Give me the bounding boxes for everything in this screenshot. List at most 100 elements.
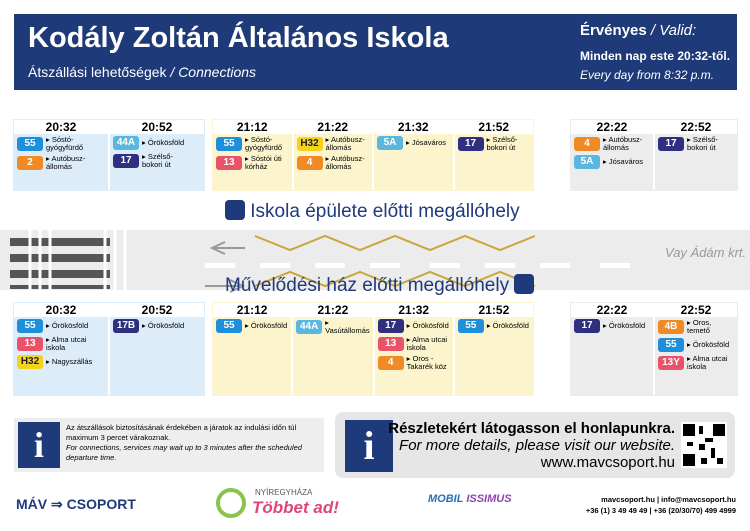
info-text: Az átszállások biztosításának érdekében … <box>66 423 316 463</box>
route-badge: 55 <box>216 137 242 151</box>
route-entry: 13YAlma utcai iskola <box>658 355 734 371</box>
route-badge: 13 <box>216 156 242 170</box>
qr-code <box>681 422 727 468</box>
info-icon: i <box>18 422 60 468</box>
departure-time: 20:52 <box>110 303 204 317</box>
route-badge: H32 <box>296 137 323 151</box>
entries: 55Örökösföld <box>213 317 292 395</box>
info-right-url[interactable]: www.mavcsoport.hu <box>540 454 675 471</box>
entries: 17Örökösföld <box>571 317 653 395</box>
destination: Nagyszállás <box>46 358 92 366</box>
route-entry: H32Autóbusz- állomás <box>296 136 370 152</box>
destination: Örökösföld <box>687 341 729 349</box>
time-column: 22:224Autóbusz- állomás5AJósaváros <box>571 120 653 190</box>
lane-marks <box>205 263 630 268</box>
time-column: 21:1255Sóstó- gyógyfürdő13Sóstói úti kór… <box>213 120 292 190</box>
route-badge: 5A <box>377 136 403 150</box>
header: Kodály Zoltán Általános Iskola Átszállás… <box>14 14 737 90</box>
departure-time: 21:22 <box>293 303 373 317</box>
entries: 44AÖrökösföld 17Szélső- bokori út <box>110 134 204 190</box>
route-entry: 17Szélső- bokori út <box>457 136 531 152</box>
entries: 55Sóstó- gyógyfürdő2Autóbusz- állomás <box>14 134 108 190</box>
route-entry: 55Sóstó- gyógyfürdő <box>17 136 105 152</box>
route-badge: 17 <box>574 319 600 333</box>
route-badge: 55 <box>17 319 43 333</box>
destination: Sóstó- gyógyfürdő <box>245 136 282 152</box>
route-badge: 5A <box>574 155 600 169</box>
info-en: For connections, services may wait up to… <box>66 443 302 462</box>
route-entry: 44AVasútállomás <box>296 319 370 335</box>
entries: 17BÖrökösföld <box>110 317 204 395</box>
route-entry: 4BOros, temető <box>658 319 734 335</box>
time-column: 21:52 17Szélső- bokori út <box>454 120 533 190</box>
route-badge: 4 <box>296 156 323 170</box>
route-entry: 17Szélső- bokori út <box>658 136 734 152</box>
info-left: i Az átszállások biztosításának érdekébe… <box>14 418 324 472</box>
arrow-left <box>209 241 245 255</box>
destination: Örökösföld <box>487 322 529 330</box>
destination: Sóstói úti kórház <box>245 155 282 171</box>
route-badge: 4 <box>574 137 600 151</box>
time-column: 20:52 44AÖrökösföld 17Szélső- bokori út <box>110 120 204 190</box>
route-entry: 17Örökösföld <box>574 319 650 333</box>
entries: 55Örökösföld13Alma utcai iskolaH32Nagysz… <box>14 317 108 395</box>
entries: 17Szélső- bokori út <box>454 134 533 190</box>
subtitle: Átszállási lehetőségek / Connections <box>28 64 256 80</box>
departure-time: 21:52 <box>454 120 533 134</box>
route-entry: H32Nagyszállás <box>17 355 105 369</box>
connection-group: 21:1255Örökösföld21:2244AVasútállomás21:… <box>212 302 534 396</box>
valid-en: / Valid: <box>650 22 697 39</box>
crosswalk <box>28 230 127 290</box>
route-badge: 55 <box>658 338 684 352</box>
destination: Autóbusz- állomás <box>46 155 85 171</box>
info-right-hu: Részletekért látogasson el honlapunkra. <box>388 420 675 437</box>
stop-top-label: Iskola épülete előtti megállóhely <box>250 201 520 222</box>
route-entry: 5AJósaváros <box>574 155 650 169</box>
route-entry: 13Alma utcai iskola <box>17 336 105 352</box>
route-badge: 13Y <box>658 356 684 370</box>
mobil-a: MOBIL <box>428 493 464 505</box>
mav: MÁV <box>16 496 48 512</box>
route-badge: 4 <box>377 356 404 370</box>
valid-line-en: Every day from 8:32 p.m. <box>580 68 715 82</box>
destination: Szélső- bokori út <box>687 136 718 152</box>
time-column: 21:22H32Autóbusz- állomás4Autóbusz- állo… <box>293 120 372 190</box>
arrow-right <box>205 279 246 293</box>
entries: 55Sóstó- gyógyfürdő13Sóstói úti kórház <box>213 134 292 190</box>
entries: 17Szélső- bokori út <box>655 134 737 190</box>
route-entry: 44AÖrökösföld <box>113 136 201 150</box>
connection-group: 20:3255Sóstó- gyógyfürdő2Autóbusz- állom… <box>13 119 205 191</box>
valid-hu: Érvényes <box>580 22 647 39</box>
contact-2: +36 (1) 3 49 49 49 | +36 (20/30/70) 499 … <box>585 506 736 515</box>
route-badge: H32 <box>17 355 43 369</box>
route-entry: 17BÖrökösföld <box>113 319 201 333</box>
destination: Örökösföld <box>142 322 184 330</box>
route-entry: 17Szélső- bokori út <box>113 153 201 169</box>
time-column: 21:52 55Örökösföld <box>454 303 533 395</box>
departure-time: 20:52 <box>110 120 204 134</box>
zigzag-top <box>254 234 536 252</box>
route-badge: 55 <box>216 319 242 333</box>
connection-group: 22:224Autóbusz- állomás5AJósaváros22:521… <box>570 119 738 191</box>
route-entry: 55Örökösföld <box>658 338 734 352</box>
stop-bottom: Művelődési ház előtti megállóhely <box>225 274 535 297</box>
departure-time: 21:12 <box>213 303 292 317</box>
road: Vay Ádám krt. <box>0 230 750 293</box>
destination: Oros - Takarék köz <box>407 355 447 371</box>
connection-group: 21:1255Sóstó- gyógyfürdő13Sóstói úti kór… <box>212 119 534 191</box>
departure-time: 22:52 <box>655 120 737 134</box>
city-logo <box>216 488 246 518</box>
route-badge: 44A <box>296 320 323 334</box>
destination: Vasútállomás <box>325 319 369 335</box>
route-entry: 4Autóbusz- állomás <box>574 136 650 152</box>
time-column: 22:524BOros, temető55Örökösföld13YAlma u… <box>655 303 737 395</box>
info-right-text: Részletekért látogasson el honlapunkra. F… <box>388 420 675 471</box>
time-column: 22:52 17Szélső- bokori út <box>655 120 737 190</box>
zigzag-bottom <box>254 270 536 288</box>
route-badge: 13 <box>17 337 43 351</box>
info-right: i Részletekért látogasson el honlapunkra… <box>335 412 735 478</box>
destination: Örökösföld <box>407 322 449 330</box>
entries: 17Örökösföld13Alma utcai iskola4Oros - T… <box>374 317 453 395</box>
entries: 44AVasútállomás <box>293 317 373 395</box>
slogan: Többet ad! <box>252 498 339 517</box>
